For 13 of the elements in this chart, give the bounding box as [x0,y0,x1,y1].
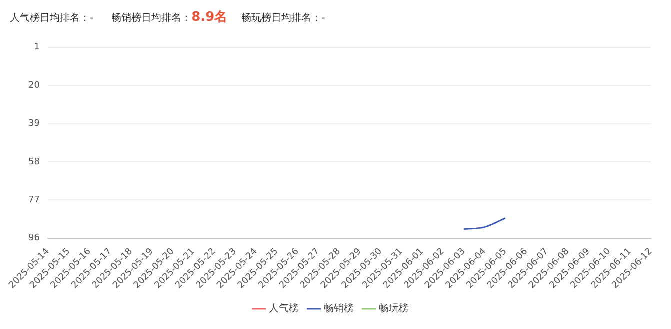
text: 畅销榜日均排名： [112,12,192,25]
text: 8.9名 [192,9,228,26]
text: 人气榜日均排名：- [10,12,94,25]
y-tick-label: 96 [28,234,40,244]
text: 畅玩榜日均排名：- [242,12,326,25]
y-tick-label: 58 [28,157,40,168]
legend-label: 畅玩榜 [379,302,409,315]
y-tick-label: 77 [28,196,40,206]
legend-label: 畅销榜 [324,302,354,315]
y-tick-label: 39 [28,119,40,130]
y-tick-label: 1 [34,42,40,53]
y-tick-label: 20 [28,80,40,91]
legend-label: 人气榜 [269,302,299,315]
